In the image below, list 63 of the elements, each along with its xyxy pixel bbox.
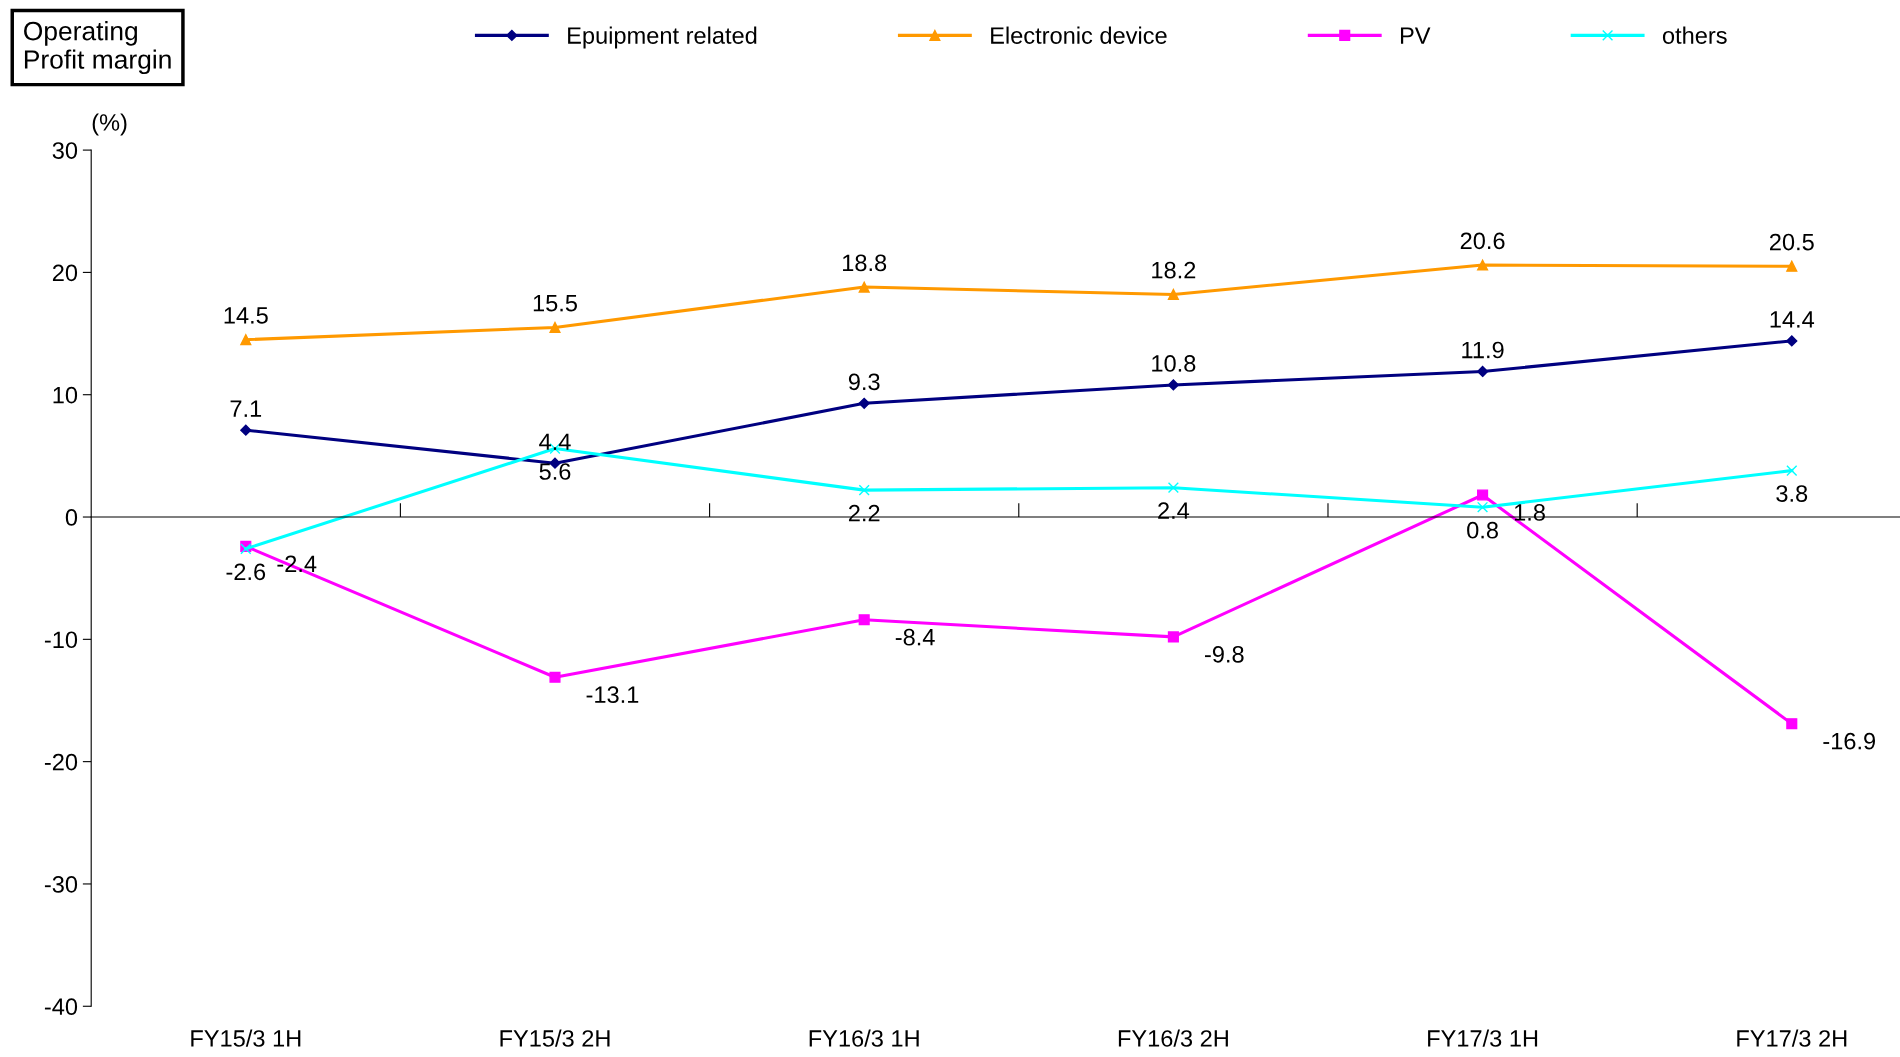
point (858, 484, 870, 496)
x-tick-label: FY16/3 1H (809, 1029, 919, 1047)
point (1167, 631, 1179, 643)
legend-label: PV (1400, 27, 1431, 44)
data-label: 14.5 (224, 307, 268, 324)
point (1477, 501, 1489, 513)
data-label: 20.5 (1769, 233, 1814, 251)
y-axis-title: (%) (92, 113, 127, 136)
data-label: 7.1 (230, 400, 262, 417)
point (240, 334, 252, 346)
data-label: 18.8 (843, 254, 887, 272)
y-tick-label: 30 (52, 142, 78, 159)
point (1167, 379, 1179, 391)
point (1786, 335, 1798, 347)
x-tick-label: FY15/3 2H (500, 1029, 610, 1047)
point (858, 281, 870, 293)
x-tick-label: FY17/3 1H (1428, 1029, 1538, 1047)
legend-label: others (1662, 26, 1727, 44)
data-label: 9.3 (848, 373, 880, 391)
data-label: 2.2 (848, 504, 880, 522)
y-tick-label: -10 (44, 631, 78, 649)
y-tick-label: 0 (65, 509, 78, 526)
data-label: -13.1 (586, 686, 639, 704)
data-label: 5.6 (539, 463, 571, 480)
point (858, 397, 870, 409)
y-tick-label: 20 (52, 264, 78, 282)
legend-label: Epuipment related (568, 26, 757, 49)
point (1786, 718, 1798, 730)
data-label: 3.8 (1776, 485, 1808, 502)
y-tick-label: 10 (53, 386, 78, 404)
data-label: 10.8 (1152, 355, 1196, 372)
point (240, 424, 252, 436)
data-label: 18.2 (1152, 261, 1196, 279)
point (1476, 365, 1489, 378)
data-label: -8.4 (895, 628, 935, 646)
data-label: 20.6 (1460, 232, 1505, 250)
chart-title: Operating Profit margin (24, 21, 171, 75)
point (549, 321, 561, 333)
data-label: 0.8 (1467, 521, 1498, 539)
point (1167, 482, 1179, 494)
y-tick-label: -20 (44, 753, 78, 771)
point (549, 671, 561, 683)
data-label: 11.9 (1462, 341, 1504, 359)
x-tick-label: FY15/3 1H (191, 1029, 301, 1047)
y-tick-label: -30 (44, 876, 78, 893)
legend-label: Electronic device (991, 26, 1167, 44)
point (858, 614, 870, 626)
point (1786, 260, 1798, 272)
data-label: -16.9 (1823, 732, 1876, 750)
data-label: 14.4 (1770, 311, 1815, 328)
data-label: -9.8 (1204, 645, 1244, 663)
data-label: 1.8 (1514, 504, 1545, 521)
y-tick-label: -40 (44, 998, 78, 1016)
point (1477, 489, 1489, 501)
point (1786, 464, 1798, 477)
data-label: 2.4 (1158, 502, 1190, 519)
x-tick-label: FY17/3 2H (1737, 1029, 1847, 1047)
point (1477, 259, 1489, 271)
point (1167, 288, 1179, 300)
data-label: 4.4 (539, 433, 571, 450)
data-label: -2.6 (226, 563, 266, 581)
x-tick-label: FY16/3 2H (1118, 1029, 1228, 1047)
data-label: 15.5 (533, 295, 577, 312)
